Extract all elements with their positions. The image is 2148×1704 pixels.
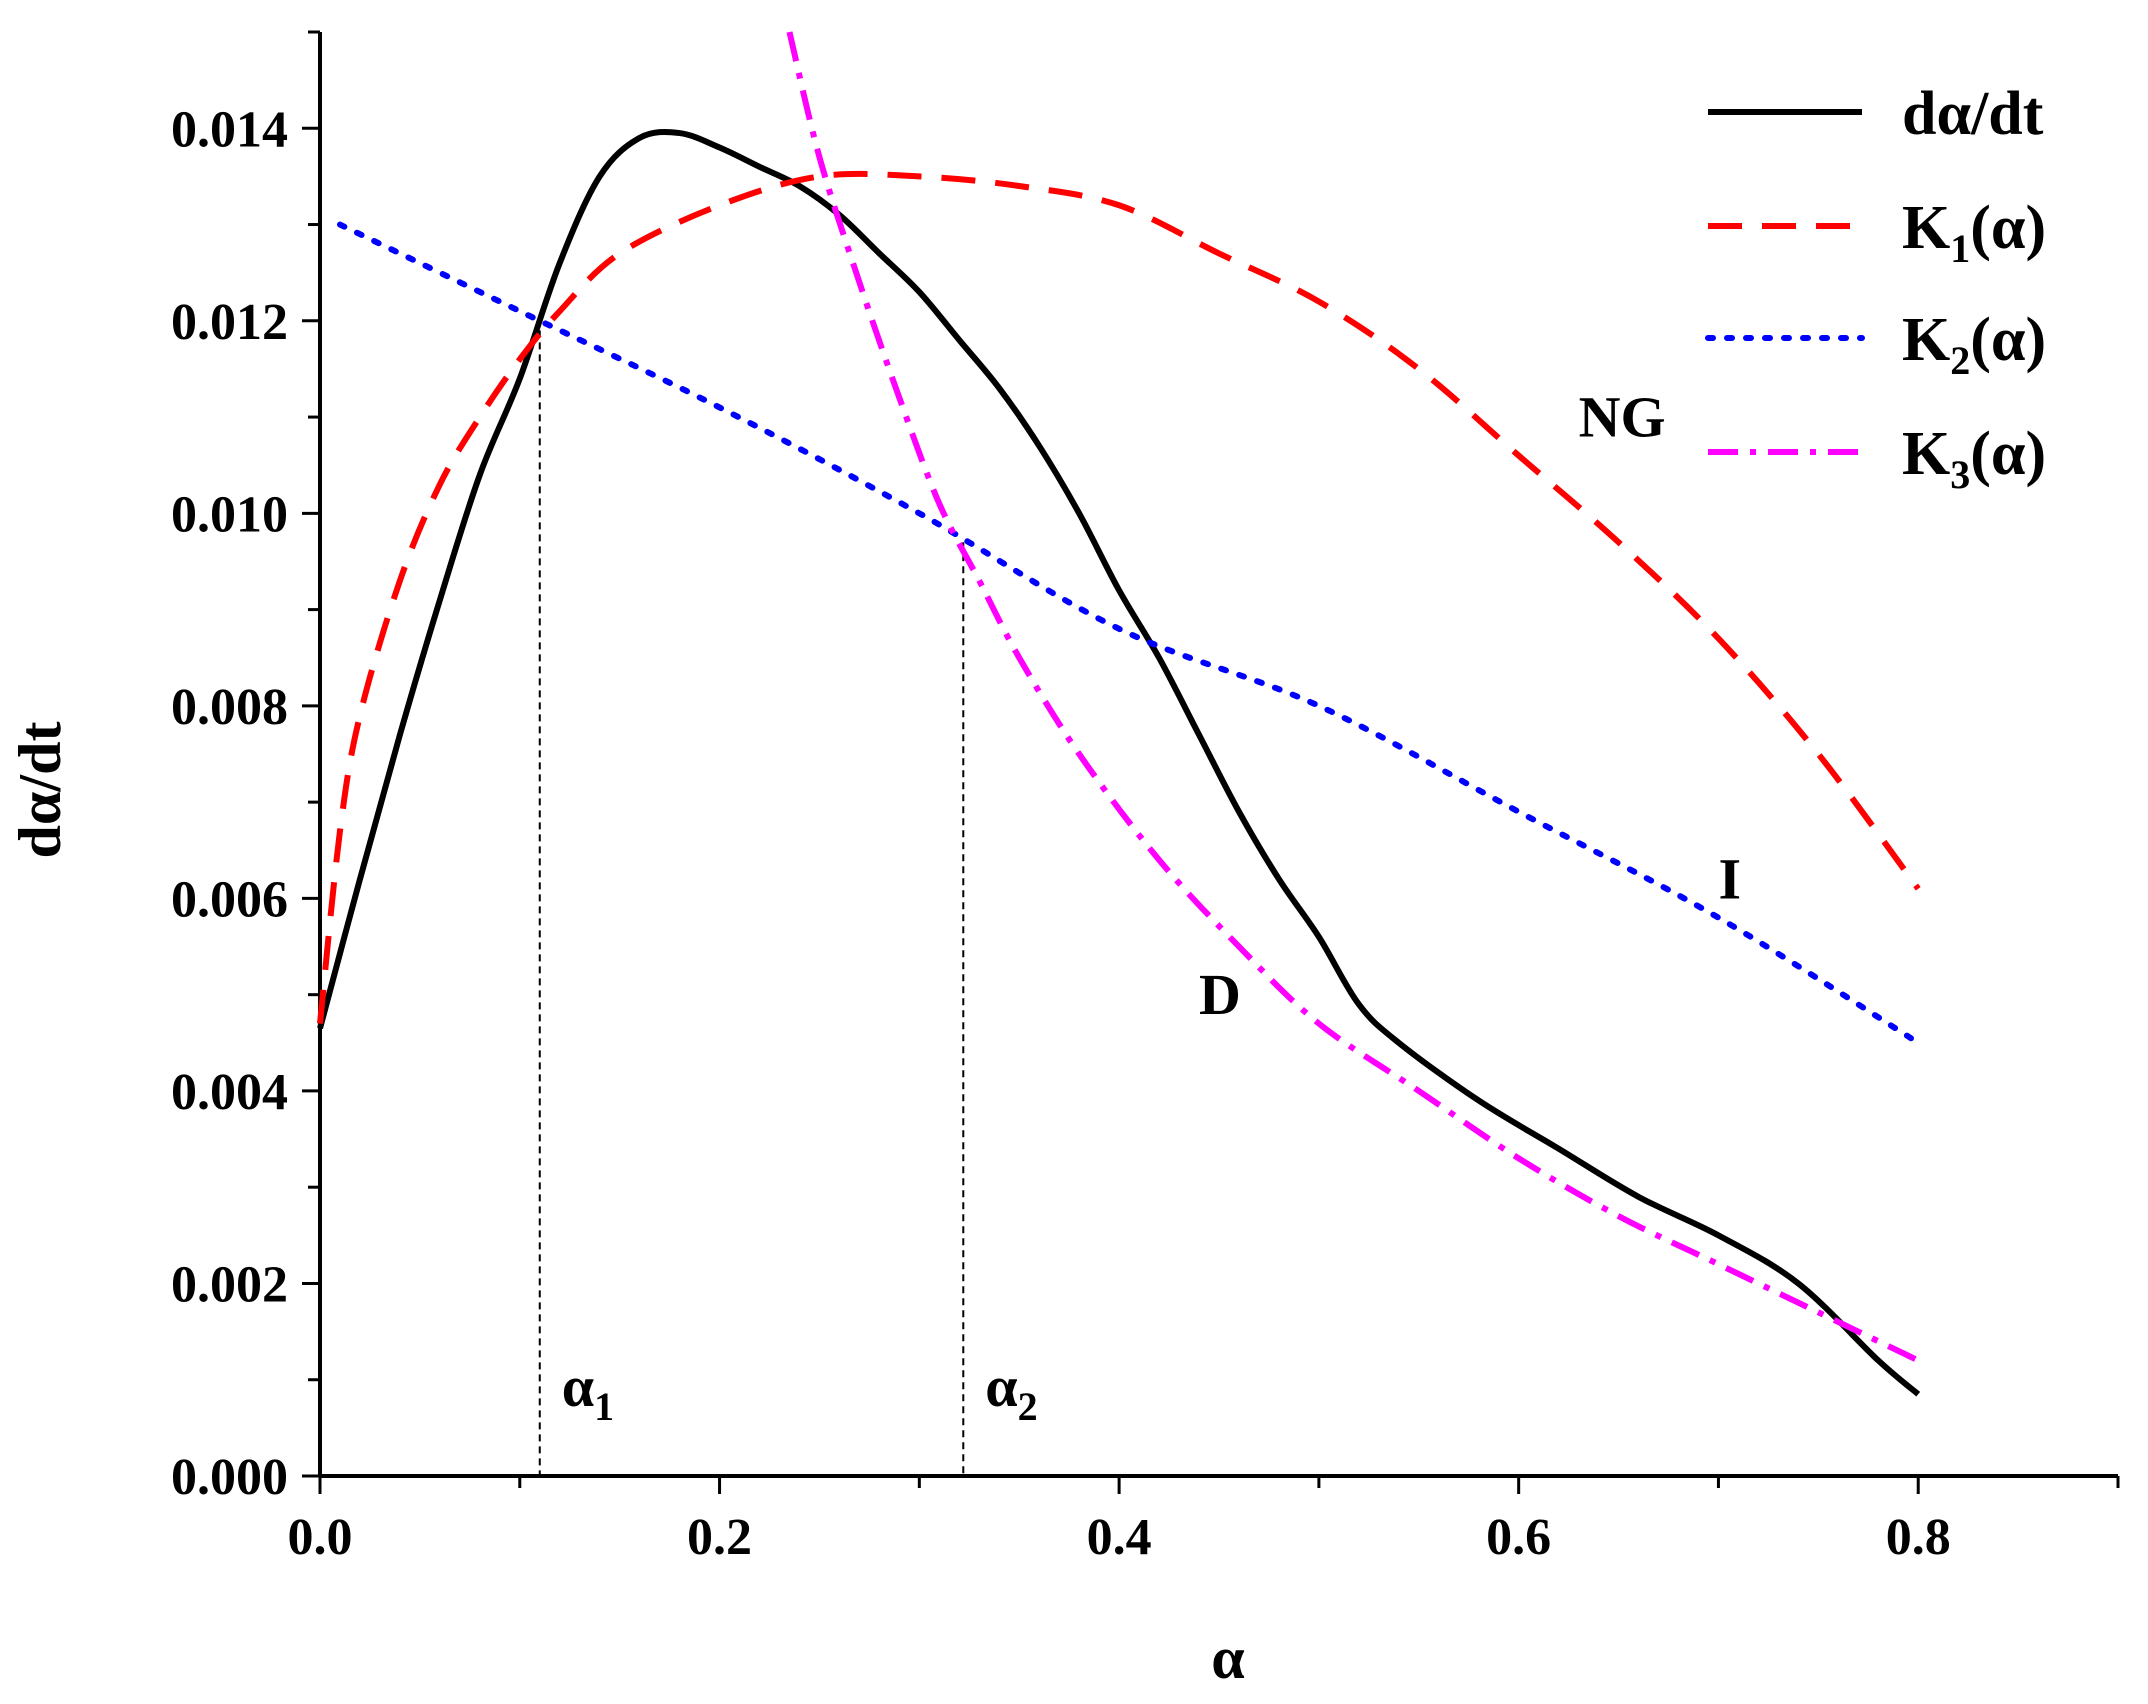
legend-label-2: K1(α) <box>1902 194 2046 271</box>
legend-label-3: K2(α) <box>1902 306 2046 383</box>
series-line-1 <box>317 128 1921 1397</box>
curve-annotation-i: I <box>1718 846 1741 911</box>
x-axis-title: α <box>1211 1625 1245 1691</box>
x-tick-label: 0.8 <box>1886 1509 1951 1566</box>
y-tick-label: 0.006 <box>171 871 288 928</box>
annotations-layer: NG I D <box>1199 384 1741 1027</box>
y-tick-label: 0.004 <box>171 1064 288 1121</box>
series-line-3 <box>336 221 1922 1046</box>
curve-annotation-ng: NG <box>1579 384 1666 449</box>
x-tick-label: 0.6 <box>1486 1509 1551 1566</box>
vertical-markers-layer: α1 α2 <box>538 330 1038 1476</box>
y-axis-title: dα/dt <box>7 722 73 859</box>
x-tick-label: 0.4 <box>1087 1509 1152 1566</box>
y-tick-label: 0.010 <box>171 486 288 543</box>
legend: dα/dt K1(α) K2(α) K3(α) <box>1705 80 2046 497</box>
y-tick-label: 0.000 <box>171 1449 288 1506</box>
curve-annotation-d: D <box>1199 962 1241 1027</box>
x-tick-label: 0.0 <box>288 1509 353 1566</box>
x-tick-label: 0.2 <box>687 1509 752 1566</box>
vertical-marker-label-2: α2 <box>985 1354 1037 1429</box>
y-tick-label: 0.002 <box>171 1256 288 1313</box>
axes-layer <box>318 32 2118 1478</box>
y-tick-label: 0.012 <box>171 294 288 351</box>
legend-label-4: K3(α) <box>1902 420 2046 497</box>
y-tick-label: 0.008 <box>171 679 288 736</box>
series-line-2 <box>317 170 1921 1024</box>
legend-label-1: dα/dt <box>1902 80 2044 148</box>
ticks-layer: 0.0 0.2 0.4 0.6 0.8 0.000 0.002 0.004 0.006 0.008… <box>171 30 2120 1566</box>
y-tick-label: 0.014 <box>171 101 288 158</box>
vertical-marker-label-1: α1 <box>562 1354 614 1429</box>
series-line-4 <box>786 31 1920 1364</box>
series-layer <box>317 31 1922 1397</box>
